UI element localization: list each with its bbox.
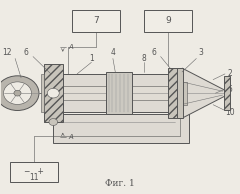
- Text: 7: 7: [93, 16, 99, 25]
- Circle shape: [0, 76, 39, 110]
- Text: 1: 1: [89, 54, 94, 63]
- Bar: [144, 10, 192, 31]
- Circle shape: [47, 88, 59, 98]
- Text: −   +: − +: [24, 167, 44, 176]
- Bar: [177, 68, 183, 118]
- Text: 8: 8: [142, 54, 146, 63]
- Bar: [182, 82, 187, 105]
- Text: A: A: [69, 44, 73, 50]
- Text: 6: 6: [151, 48, 156, 57]
- Bar: [41, 74, 44, 112]
- Bar: [224, 76, 230, 110]
- Text: A: A: [69, 134, 73, 140]
- Text: 5: 5: [227, 85, 232, 94]
- Bar: [168, 68, 182, 118]
- Bar: [106, 72, 132, 114]
- Text: Фиг. 1: Фиг. 1: [105, 179, 135, 189]
- Text: 6: 6: [24, 48, 28, 57]
- Text: 3: 3: [199, 48, 204, 57]
- Text: 9: 9: [165, 16, 171, 25]
- Circle shape: [49, 119, 58, 126]
- Bar: [53, 114, 189, 143]
- Bar: [10, 163, 58, 182]
- Bar: [58, 86, 177, 100]
- Text: 12: 12: [2, 48, 12, 57]
- Bar: [72, 10, 120, 31]
- Text: 4: 4: [110, 48, 115, 57]
- Circle shape: [4, 82, 31, 104]
- Text: 2: 2: [227, 69, 232, 78]
- Text: 11: 11: [30, 173, 39, 182]
- Circle shape: [14, 90, 21, 96]
- Bar: [44, 64, 63, 122]
- Text: 10: 10: [225, 108, 234, 117]
- Polygon shape: [182, 68, 225, 118]
- Bar: [48, 74, 187, 112]
